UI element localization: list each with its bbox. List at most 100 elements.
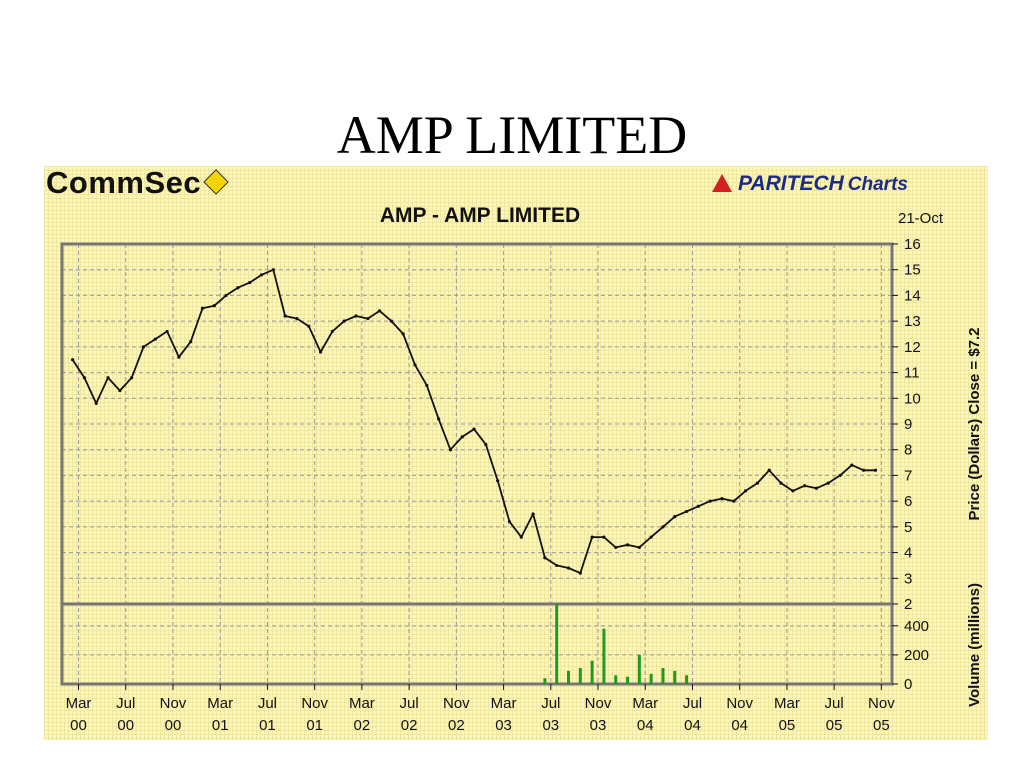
commsec-logo: CommSec <box>46 165 229 201</box>
price-point <box>566 566 571 570</box>
volume-bar <box>649 673 653 684</box>
x-tick-year-label: 04 <box>684 717 701 734</box>
price-point <box>543 556 547 560</box>
x-tick-month-label: Mar <box>632 695 658 712</box>
price-tick-label: 10 <box>904 390 921 407</box>
price-point <box>838 473 842 478</box>
price-point <box>507 520 512 524</box>
volume-bar <box>590 660 594 684</box>
volume-bar <box>578 668 582 684</box>
price-tick-label: 8 <box>904 442 912 459</box>
price-point <box>708 499 712 503</box>
x-tick-month-label: Nov <box>301 695 328 712</box>
price-point <box>791 489 795 493</box>
volume-panel-frame <box>60 602 894 686</box>
x-tick-year-label: 00 <box>165 717 182 734</box>
price-point <box>342 319 346 323</box>
volume-tick-label: 400 <box>904 618 929 635</box>
price-point <box>259 273 264 277</box>
price-point <box>271 268 275 272</box>
price-point <box>71 358 75 362</box>
price-tick-label: 15 <box>904 262 921 279</box>
x-tick-year-label: 01 <box>306 717 323 734</box>
price-point <box>401 332 405 336</box>
chart-date-label: 21-Oct <box>898 210 944 227</box>
paritech-icon <box>712 174 732 192</box>
x-tick-year-label: 03 <box>495 717 512 734</box>
price-point <box>578 571 582 575</box>
price-point <box>826 481 830 485</box>
price-point <box>862 468 866 472</box>
price-point <box>189 340 193 344</box>
x-tick-month-label: Jul <box>683 695 702 712</box>
volume-bar <box>567 670 571 684</box>
price-point <box>177 355 181 359</box>
volume-bar <box>614 675 618 684</box>
price-point <box>330 329 334 334</box>
price-point <box>224 293 228 298</box>
price-point <box>377 309 382 313</box>
volume-bar <box>685 675 689 684</box>
price-point <box>248 280 252 285</box>
volume-bar <box>637 654 641 684</box>
price-point <box>82 376 87 380</box>
x-tick-month-label: Jul <box>258 695 277 712</box>
volume-axis-title: Volume (millions) <box>966 583 983 707</box>
price-point <box>448 448 453 452</box>
price-point <box>354 314 358 318</box>
x-tick-month-label: Mar <box>349 695 375 712</box>
x-tick-month-label: Mar <box>774 695 800 712</box>
volume-bar <box>673 670 677 684</box>
price-tick-label: 12 <box>904 339 921 356</box>
price-point <box>496 478 500 483</box>
price-point <box>814 486 819 490</box>
volume-tick-label: 200 <box>904 647 929 664</box>
price-point <box>590 535 594 539</box>
price-point <box>767 468 771 472</box>
price-point <box>389 319 394 323</box>
price-tick-label: 9 <box>904 416 912 433</box>
price-point <box>649 535 653 539</box>
price-point <box>236 286 240 290</box>
price-tick-label: 2 <box>904 596 912 613</box>
price-point <box>755 481 760 485</box>
price-point <box>850 463 854 467</box>
price-point <box>637 545 641 550</box>
x-tick-month-label: Nov <box>726 695 753 712</box>
price-point <box>212 304 216 308</box>
x-tick-year-label: 05 <box>826 717 843 734</box>
price-point <box>661 525 665 529</box>
volume-bar <box>555 604 559 684</box>
price-point <box>614 545 618 550</box>
price-point <box>153 337 157 341</box>
x-tick-month-label: Nov <box>443 695 470 712</box>
price-axis-title: Price (Dollars) Close = $7.2 <box>966 327 983 520</box>
x-tick-year-label: 03 <box>590 717 607 734</box>
price-tick-label: 6 <box>904 493 912 510</box>
x-tick-year-label: 01 <box>259 717 276 734</box>
slide-title: AMP LIMITED <box>336 105 688 165</box>
price-tick-label: 14 <box>904 287 921 304</box>
price-point <box>460 435 464 439</box>
price-point <box>673 514 677 519</box>
x-tick-year-label: 02 <box>401 717 418 734</box>
x-tick-year-label: 00 <box>117 717 134 734</box>
price-point <box>425 383 429 388</box>
price-tick-label: 16 <box>904 236 921 253</box>
price-point <box>141 345 146 349</box>
price-point <box>437 417 441 421</box>
x-tick-year-label: 00 <box>70 717 87 734</box>
x-tick-month-label: Jul <box>825 695 844 712</box>
x-tick-month-label: Mar <box>66 695 92 712</box>
price-tick-label: 11 <box>904 365 920 382</box>
price-tick-label: 4 <box>904 545 912 562</box>
price-point <box>366 316 370 321</box>
price-point <box>318 350 323 354</box>
price-point <box>484 442 488 447</box>
x-tick-year-label: 01 <box>212 717 229 734</box>
x-tick-year-label: 03 <box>542 717 559 734</box>
price-point <box>684 509 689 514</box>
price-point <box>165 329 169 334</box>
price-point <box>531 512 535 516</box>
